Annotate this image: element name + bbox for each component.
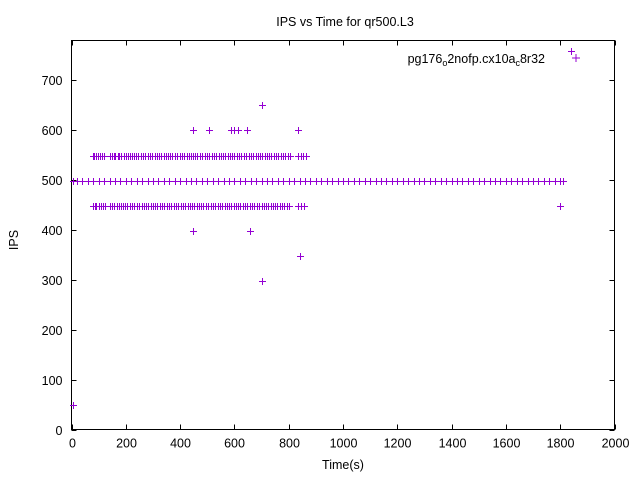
y-tick-label: 300 <box>42 274 63 288</box>
chart-title: IPS vs Time for qr500.L3 <box>276 15 414 29</box>
y-tick-label: 100 <box>42 374 63 388</box>
x-tick-label: 400 <box>170 437 191 451</box>
y-axis-label: IPS <box>7 230 21 250</box>
series-0 <box>70 48 575 409</box>
x-tick-label: 0 <box>69 437 76 451</box>
x-axis-ticks <box>72 40 616 430</box>
x-tick-label: 1600 <box>493 437 521 451</box>
y-tick-label: 0 <box>56 424 63 438</box>
y-tick-label: 200 <box>42 324 63 338</box>
x-tick-label: 2000 <box>602 437 630 451</box>
y-tick-label: 700 <box>42 74 63 88</box>
x-tick-label: 1200 <box>384 437 412 451</box>
x-tick-label: 200 <box>116 437 137 451</box>
chart-legend[interactable]: pg176o2nofp.cx10ac8r32 <box>408 52 580 68</box>
axis-frame <box>71 40 615 430</box>
x-axis-label: Time(s) <box>322 458 364 472</box>
y-tick-label: 400 <box>42 224 63 238</box>
x-tick-label: 1800 <box>547 437 575 451</box>
x-tick-label: 800 <box>279 437 300 451</box>
legend-series-label: pg176o2nofp.cx10ac8r32 <box>408 52 545 68</box>
y-tick-label: 600 <box>42 124 63 138</box>
legend-marker-icon <box>572 54 580 62</box>
x-tick-label: 1000 <box>330 437 358 451</box>
x-axis-tick-labels: 0 200 400 600 800 1000 1200 1400 1600 1800 2000 <box>69 437 629 451</box>
x-tick-label: 1400 <box>439 437 467 451</box>
data-point-group <box>70 48 575 409</box>
x-tick-label: 600 <box>224 437 245 451</box>
y-tick-label: 500 <box>42 174 63 188</box>
y-axis-tick-labels: 0 100 200 300 400 500 600 700 <box>42 74 63 438</box>
